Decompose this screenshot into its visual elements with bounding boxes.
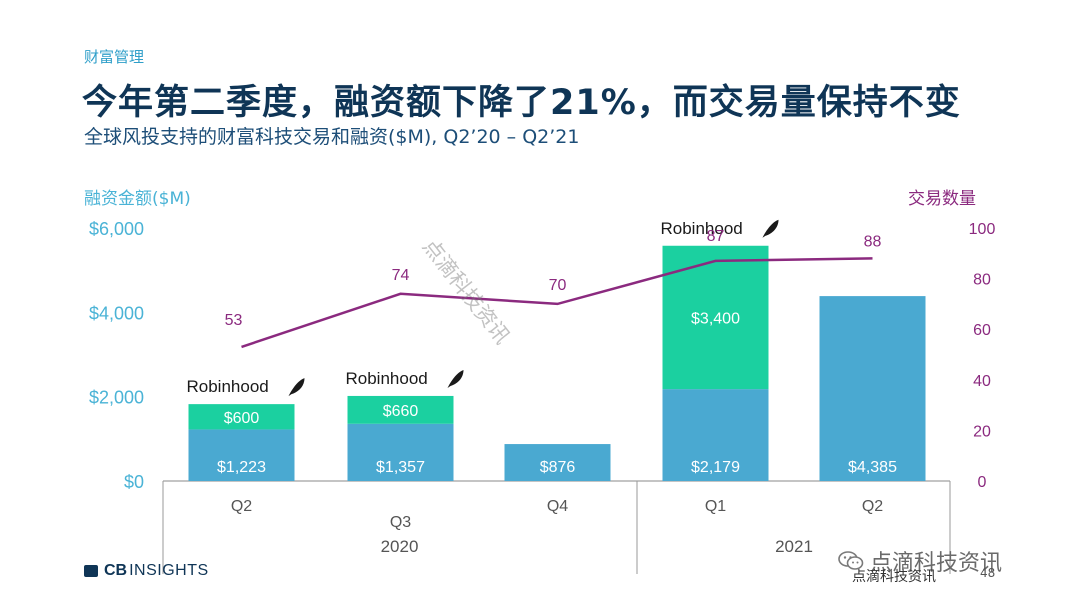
category-label: Q4 xyxy=(547,498,568,515)
logo-cb-text: CB xyxy=(104,562,128,579)
bar-base xyxy=(819,296,926,481)
robinhood-value-label: $600 xyxy=(224,410,260,427)
left-tick-label: $0 xyxy=(124,472,144,492)
deals-value-label: 74 xyxy=(392,267,410,284)
category-label: Q3 xyxy=(390,514,411,531)
right-tick-label: 0 xyxy=(978,474,987,491)
left-axis-title: 融资金额($M) xyxy=(84,189,191,209)
cbinsights-logo-icon xyxy=(84,565,98,577)
category-tag: 财富管理 xyxy=(84,48,145,66)
bar-base xyxy=(188,429,295,481)
year-label: 2021 xyxy=(775,537,813,556)
left-tick-label: $2,000 xyxy=(89,388,144,408)
bar-base xyxy=(347,423,454,481)
right-tick-label: 20 xyxy=(973,423,991,440)
bar-base xyxy=(504,444,611,481)
bar-base xyxy=(662,389,769,481)
bar-robinhood xyxy=(188,404,295,430)
bar-robinhood xyxy=(347,395,454,424)
base-value-label: $4,385 xyxy=(848,459,897,476)
deals-value-label: 70 xyxy=(549,277,567,294)
right-tick-label: 80 xyxy=(973,272,991,289)
right-tick-label: 100 xyxy=(969,221,996,238)
robinhood-value-label: $660 xyxy=(383,403,419,420)
feather-icon xyxy=(762,219,779,238)
footer-source: 点滴科技资讯 xyxy=(852,569,936,585)
page-number: 48 xyxy=(980,566,996,580)
right-tick-label: 40 xyxy=(973,373,991,390)
right-axis-title: 交易数量 xyxy=(908,189,976,209)
chart-subtitle: 全球风投支持的财富科技交易和融资($M), Q2’20 – Q2’21 xyxy=(84,126,580,148)
deals-value-label: 88 xyxy=(864,233,882,250)
robinhood-annotation: Robinhood xyxy=(187,377,269,396)
logo-insights-text: INSIGHTS xyxy=(129,562,209,579)
left-tick-label: $4,000 xyxy=(89,303,144,323)
wechat-icon xyxy=(838,551,864,571)
category-label: Q1 xyxy=(705,498,726,515)
wechat-brand-text: 点滴科技资讯 xyxy=(870,551,1003,576)
wechat-watermark: 点滴科技资讯 xyxy=(838,545,1002,577)
page-title: 今年第二季度，融资额下降了21%，而交易量保持不变 xyxy=(82,83,961,123)
base-value-label: $876 xyxy=(540,459,576,476)
base-value-label: $2,179 xyxy=(691,459,740,476)
base-value-label: $1,357 xyxy=(376,459,425,476)
robinhood-value-label: $3,400 xyxy=(691,310,740,327)
robinhood-annotation: Robinhood xyxy=(346,369,428,388)
deals-value-label: 87 xyxy=(707,228,725,245)
cbinsights-logo: CB INSIGHTS xyxy=(84,562,209,580)
deals-line xyxy=(241,257,873,349)
base-value-label: $1,223 xyxy=(217,459,266,476)
category-label: Q2 xyxy=(862,498,883,515)
deals-value-label: 53 xyxy=(225,312,243,329)
feather-icon xyxy=(447,369,464,388)
year-label: 2020 xyxy=(381,537,419,556)
robinhood-annotation: Robinhood xyxy=(661,219,743,238)
category-label: Q2 xyxy=(231,498,252,515)
left-tick-label: $6,000 xyxy=(89,219,144,239)
right-tick-label: 60 xyxy=(973,322,991,339)
feather-icon xyxy=(288,378,305,397)
